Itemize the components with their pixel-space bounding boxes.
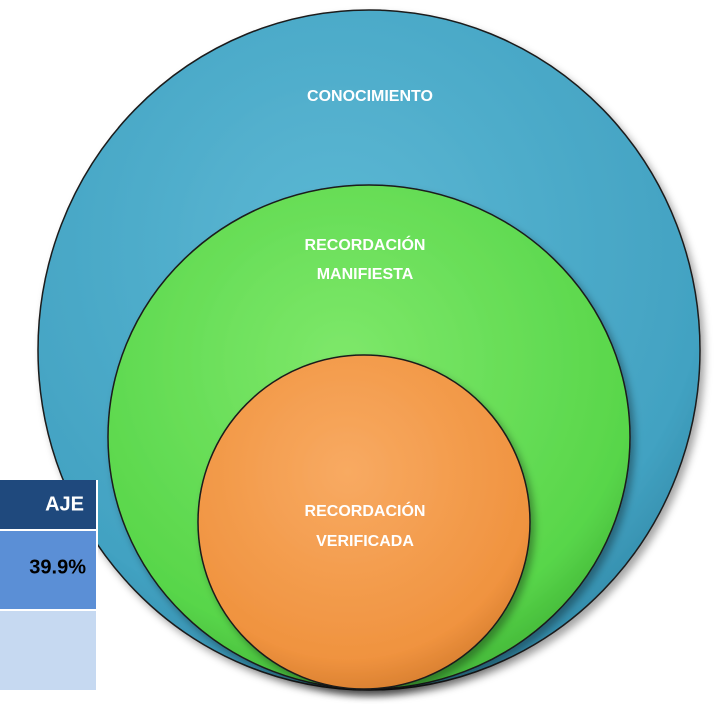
table-cell: 39.9% bbox=[29, 556, 86, 578]
circle-label: RECORDACIÓN bbox=[305, 235, 426, 254]
circle-verificada bbox=[197, 354, 531, 690]
circle-label: MANIFIESTA bbox=[317, 266, 414, 283]
table: AJE 39.9% bbox=[0, 480, 98, 690]
table-header bbox=[0, 480, 98, 530]
circle-label: RECORDACIÓN bbox=[305, 501, 426, 520]
circle-label: CONOCIMIENTO bbox=[307, 88, 433, 105]
table-row bbox=[0, 530, 98, 610]
table-header-text: AJE bbox=[45, 493, 84, 515]
table-row bbox=[0, 610, 98, 690]
circle-label: VERIFICADA bbox=[316, 533, 414, 550]
